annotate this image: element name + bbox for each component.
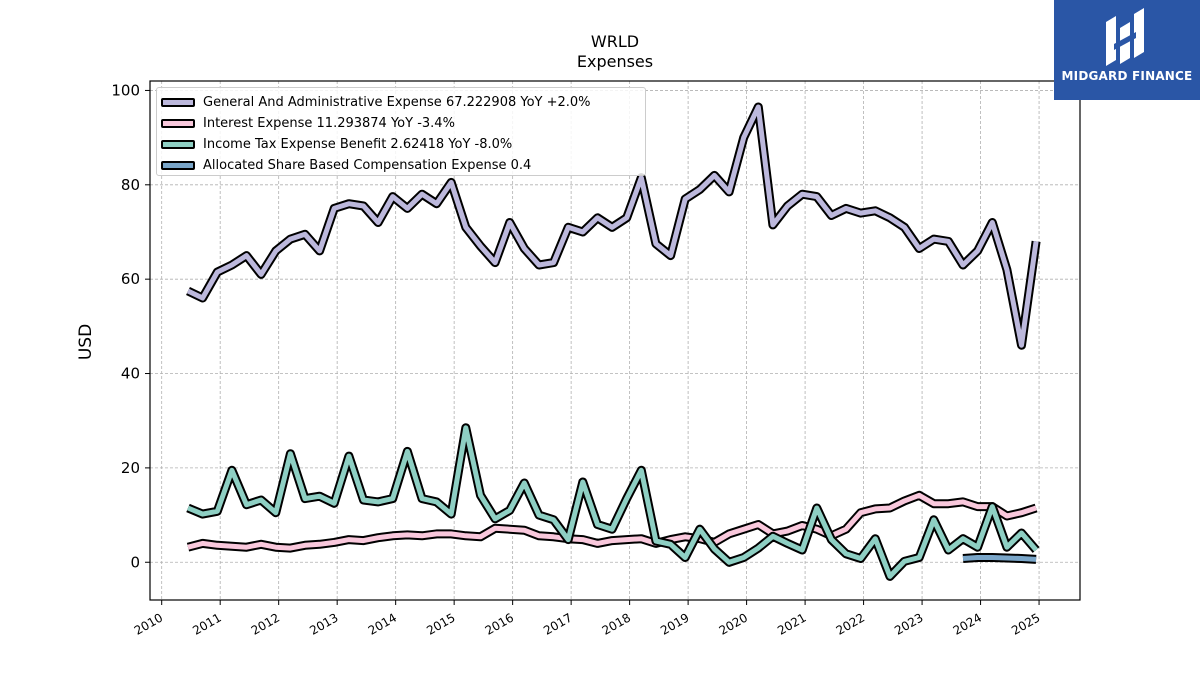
y-tick-label: 40 [121,365,140,383]
series-line [187,425,1038,579]
y-tick-label: 20 [121,459,140,477]
y-axis-label: USD [76,324,96,360]
logo-mark-icon [1106,8,1144,66]
x-tick-label: 2012 [249,610,282,637]
series-line [962,555,1037,562]
y-tick-label: 100 [111,81,140,99]
logo-text: MIDGARD FINANCE [1061,69,1193,83]
x-tick-label: 2013 [307,610,340,637]
x-tick-label: 2010 [132,610,165,637]
chart-title: WRLD [590,32,640,51]
legend-label: General And Administrative Expense 67.22… [203,95,591,110]
legend-item: Allocated Share Based Compensation Expen… [161,155,645,176]
legend-item: General And Administrative Expense 67.22… [161,92,645,113]
legend-swatch [161,119,195,128]
y-tick-label: 60 [121,270,140,288]
legend-swatch [161,140,195,149]
legend-swatch [161,98,195,107]
series-line [187,492,1037,551]
legend-swatch [161,161,195,170]
chart-subtitle: Expenses [576,52,654,71]
x-tick-label: 2014 [366,610,399,637]
y-axis: 0 20 40 60 80 100 [111,81,150,571]
legend: General And Administrative Expense 67.22… [156,87,646,176]
x-tick-label: 2018 [600,610,633,637]
x-axis: 2010 2011 2012 2013 2014 2015 2016 2017 2018 2019… [132,600,1043,638]
series-3 [962,553,1037,564]
series-line [186,104,1039,348]
x-tick-label: 2025 [1009,610,1042,637]
y-tick-label: 80 [121,176,140,194]
legend-label: Income Tax Expense Benefit 2.62418 YoY -… [203,137,513,152]
series-2 [186,423,1040,581]
x-tick-label: 2023 [892,610,925,637]
legend-label: Interest Expense 11.293874 YoY -3.4% [203,116,455,131]
legend-label: Allocated Share Based Compensation Expen… [203,158,532,173]
brand-logo: MIDGARD FINANCE [1054,0,1200,100]
series-layer [186,102,1041,581]
x-tick-label: 2019 [658,610,691,637]
series-0 [186,102,1041,350]
legend-item: Income Tax Expense Benefit 2.62418 YoY -… [161,134,645,155]
legend-item: Interest Expense 11.293874 YoY -3.4% [161,113,645,134]
x-tick-label: 2017 [541,610,574,637]
x-tick-label: 2020 [717,610,750,637]
x-tick-label: 2022 [834,610,867,637]
x-tick-label: 2024 [951,610,984,637]
y-tick-label: 0 [130,553,140,571]
x-tick-label: 2011 [190,610,223,637]
x-tick-label: 2015 [424,610,457,637]
plot-frame [149,80,1081,601]
x-tick-label: 2016 [483,610,516,637]
series-1 [186,490,1038,553]
x-tick-label: 2021 [775,610,808,637]
